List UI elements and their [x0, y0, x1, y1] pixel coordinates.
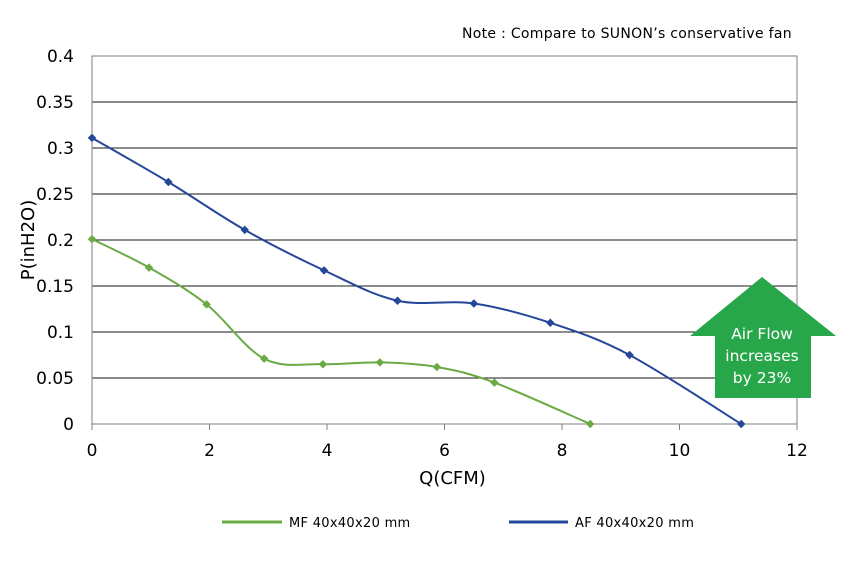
data-series: [87, 133, 746, 429]
y-tick-label: 0.15: [36, 277, 74, 297]
series-1-point-0: [87, 133, 97, 143]
x-tick-label: 8: [557, 441, 568, 461]
series-1-point-8: [736, 419, 746, 429]
airflow-increase-arrow: Air Flow increases by 23%: [690, 277, 836, 398]
gridlines: [91, 55, 798, 430]
series-1-point-2: [240, 225, 249, 235]
y-tick-label: 0.4: [47, 47, 74, 67]
arrow-text-line-2: increases: [725, 347, 798, 365]
series-0-point-6: [432, 362, 442, 372]
series-1-point-7: [625, 350, 634, 360]
legend-label-mf: MF 40x40x20 mm: [289, 516, 411, 531]
series-1-point-3: [319, 266, 329, 275]
series-1-point-6: [546, 318, 555, 328]
y-tick-label: 0.25: [36, 185, 74, 205]
y-tick-label: 0: [63, 415, 74, 435]
arrow-text-line-1: Air Flow: [731, 325, 793, 343]
y-axis-title: P(inH2O): [18, 200, 39, 280]
x-tick-label: 2: [204, 441, 215, 461]
y-tick-label: 0.1: [47, 323, 74, 343]
x-tick-label: 0: [87, 441, 98, 461]
x-axis-ticks: 0 2 4 6 8 10 12: [87, 441, 808, 461]
x-tick-label: 4: [322, 441, 333, 461]
series-0-point-3: [259, 354, 269, 363]
chart-note: Note : Compare to SUNON’s conservative f…: [462, 26, 792, 42]
series-0-point-7: [490, 378, 499, 387]
y-tick-label: 0.35: [36, 93, 74, 113]
legend: MF 40x40x20 mm AF 40x40x20 mm: [222, 516, 694, 531]
x-axis-title: Q(CFM): [419, 468, 486, 489]
y-tick-label: 0.3: [47, 139, 74, 159]
series-0-point-4: [318, 359, 328, 369]
series-1-point-1: [164, 177, 173, 187]
series-0-point-1: [144, 263, 154, 272]
series-1-point-5: [469, 299, 479, 308]
series-0-point-2: [202, 300, 211, 309]
x-tick-label: 12: [786, 441, 808, 461]
x-tick-label: 6: [439, 441, 450, 461]
y-tick-label: 0.2: [47, 231, 74, 251]
series-line-1: [91, 137, 742, 425]
series-0-point-5: [375, 358, 385, 367]
x-tick-label: 10: [669, 441, 691, 461]
series-0-point-8: [585, 419, 595, 429]
legend-label-af: AF 40x40x20 mm: [575, 516, 694, 531]
y-tick-label: 0.05: [36, 369, 74, 389]
arrow-text-line-3: by 23%: [733, 369, 791, 387]
y-axis-ticks: 0 0.05 0.1 0.15 0.2 0.25 0.3 0.35 0.4: [36, 47, 74, 435]
series-1-point-4: [393, 296, 402, 305]
up-arrow-icon: [690, 277, 836, 398]
series-0-point-0: [87, 234, 97, 244]
